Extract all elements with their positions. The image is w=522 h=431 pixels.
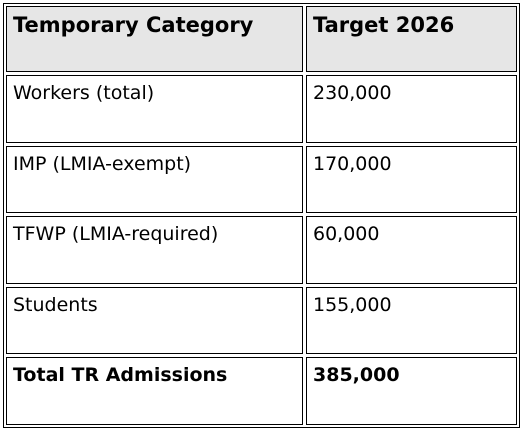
- admissions-table: Temporary Category Target 2026 Workers (…: [3, 3, 520, 428]
- table-row: TFWP (LMIA-required) 60,000: [6, 216, 517, 284]
- header-row: Temporary Category Target 2026: [6, 6, 517, 72]
- cell-total-label: Total TR Admissions: [6, 357, 303, 425]
- cell-target: 230,000: [306, 75, 517, 143]
- cell-category: Workers (total): [6, 75, 303, 143]
- cell-target: 155,000: [306, 286, 517, 355]
- table-row: Workers (total) 230,000: [6, 75, 517, 143]
- table-row: Students 155,000: [6, 286, 517, 355]
- header-category: Temporary Category: [6, 6, 303, 72]
- cell-category: IMP (LMIA-exempt): [6, 145, 303, 214]
- cell-target: 170,000: [306, 145, 517, 214]
- table-row: IMP (LMIA-exempt) 170,000: [6, 145, 517, 214]
- cell-category: TFWP (LMIA-required): [6, 216, 303, 284]
- targets-table: Temporary Category Target 2026 Workers (…: [3, 3, 520, 428]
- total-row: Total TR Admissions 385,000: [6, 357, 517, 425]
- cell-target: 60,000: [306, 216, 517, 284]
- cell-total-value: 385,000: [306, 357, 517, 425]
- cell-category: Students: [6, 286, 303, 355]
- header-target: Target 2026: [306, 6, 517, 72]
